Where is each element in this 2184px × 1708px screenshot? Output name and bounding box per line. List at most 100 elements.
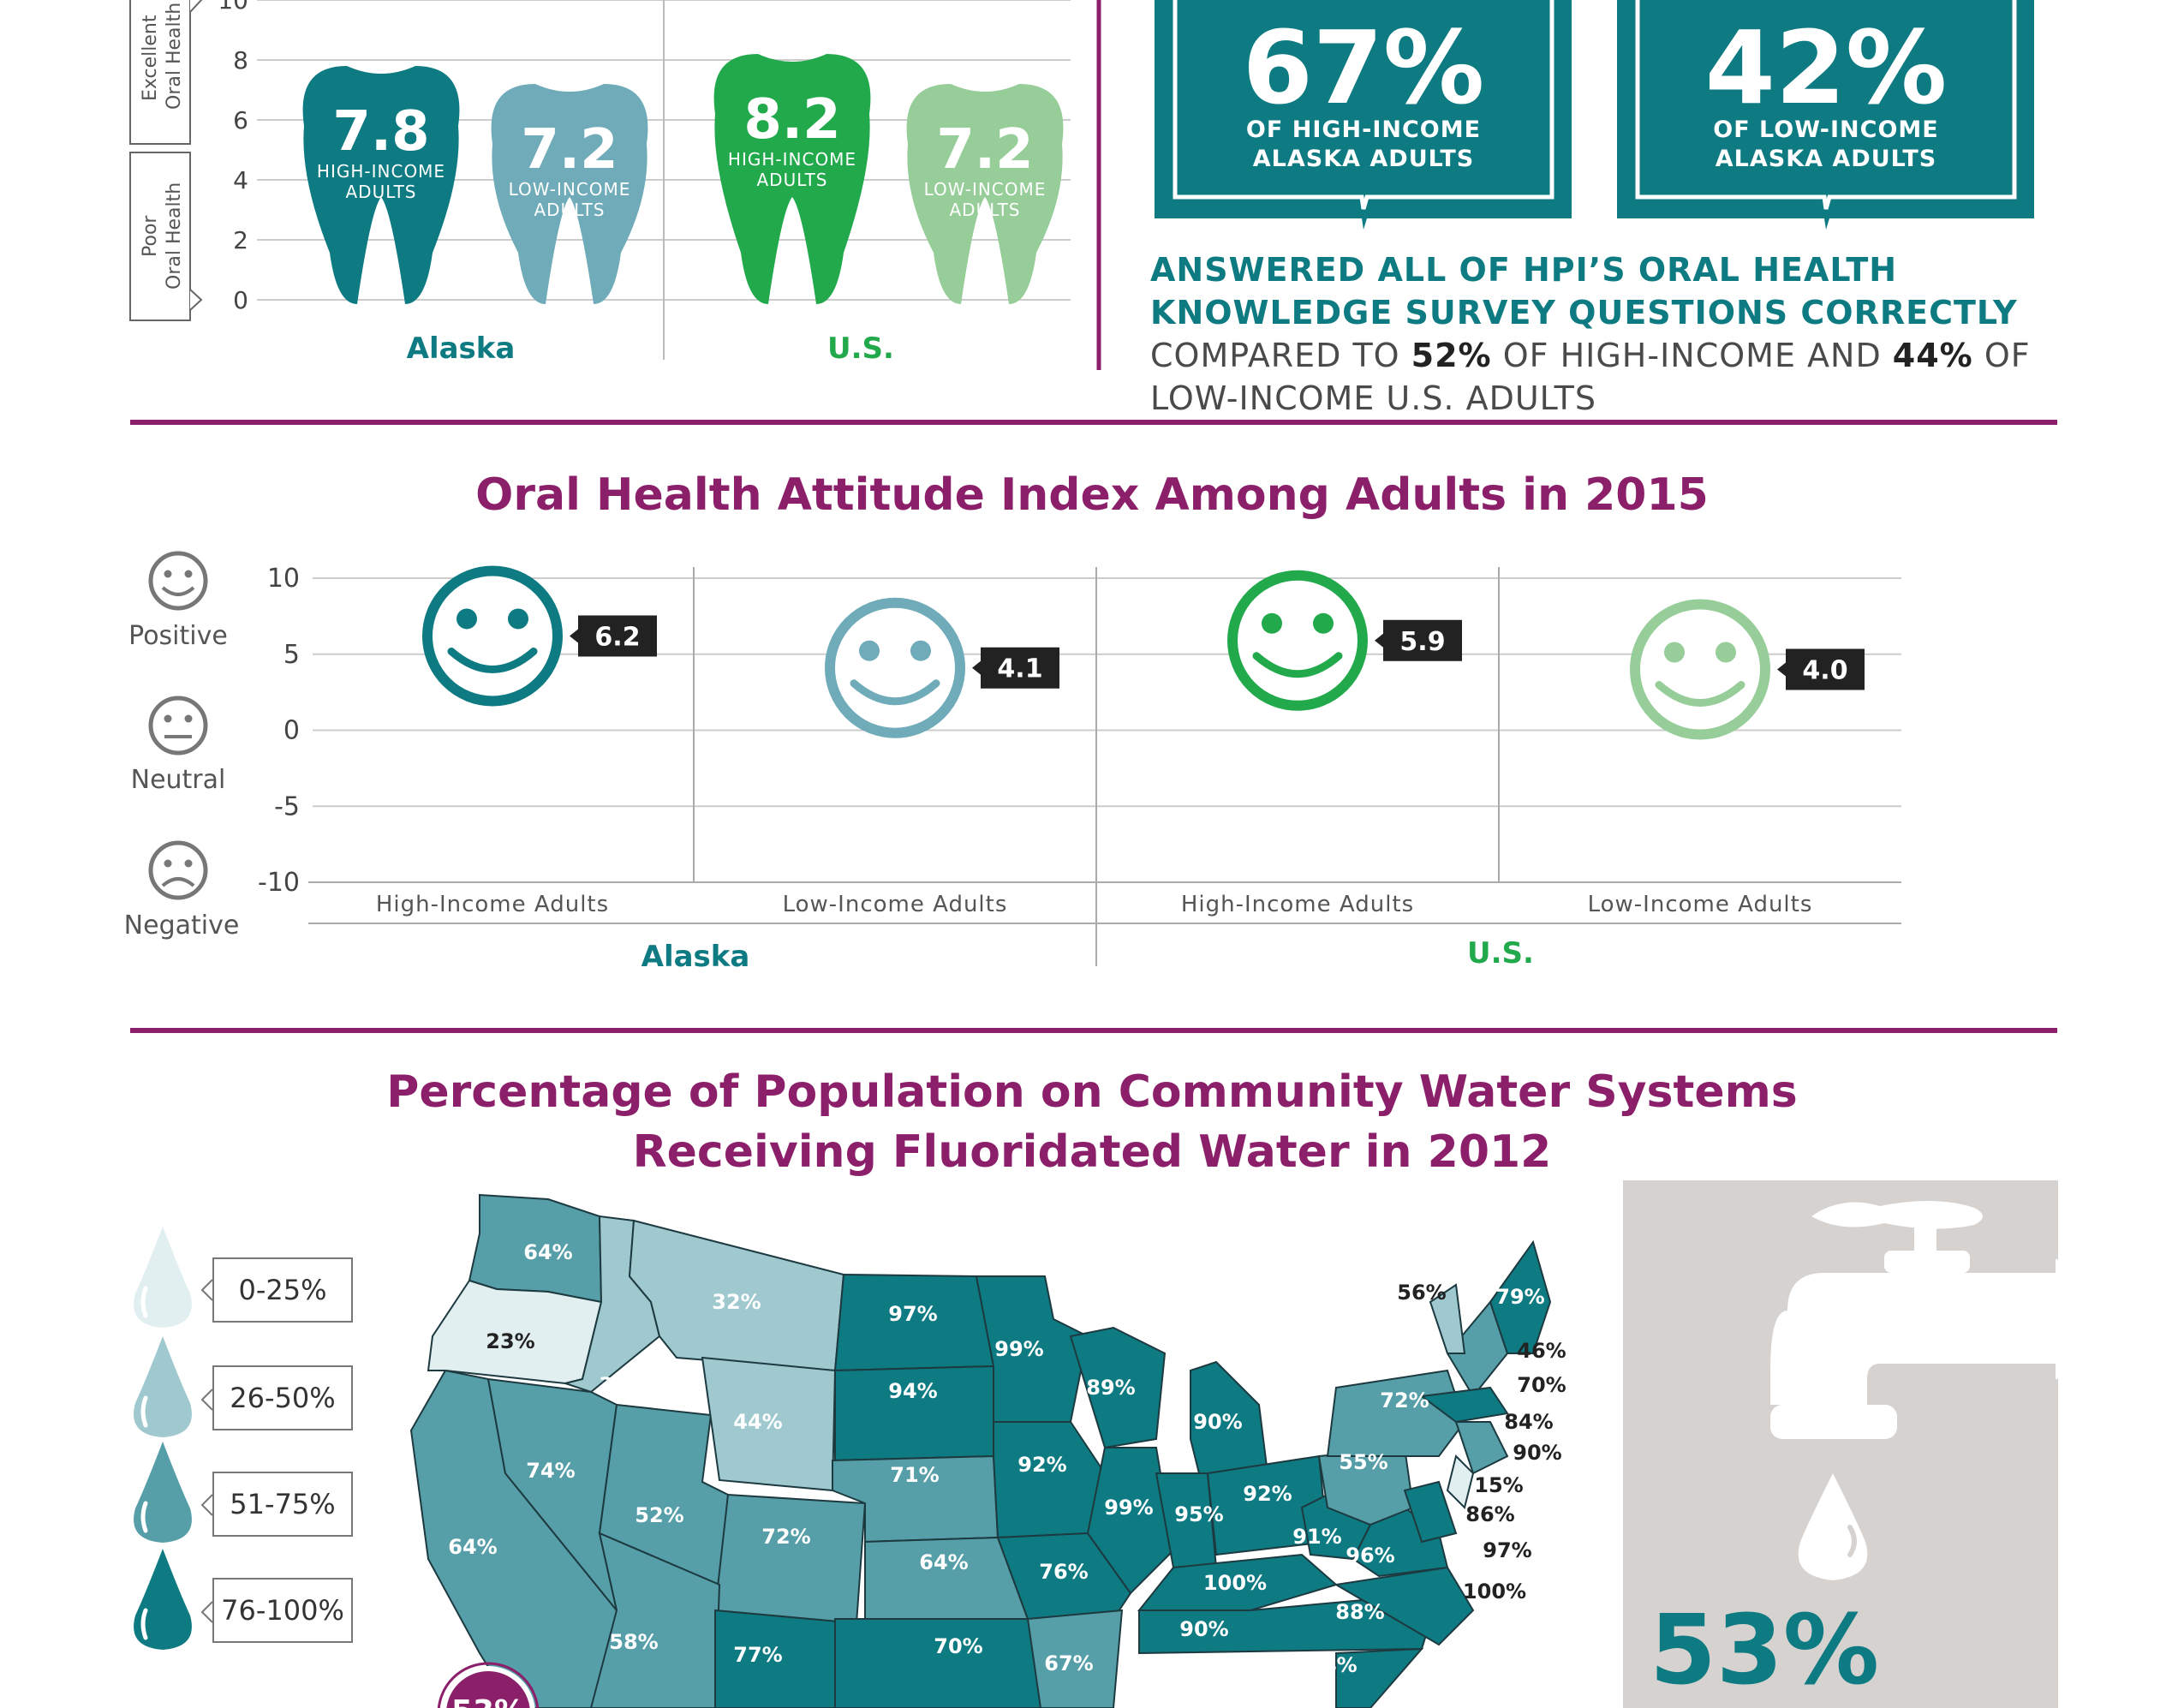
book-low-pct: 42%: [1705, 9, 1947, 127]
legend-drop-icon: [134, 1549, 213, 1650]
oral-health-status-chart: Excellent Oral Health Poor Oral Health 0…: [129, 0, 1071, 366]
book-high-line1: OF HIGH-INCOME: [1246, 116, 1481, 143]
water-drop-icon: [1798, 1473, 1868, 1580]
state-shape: [1086, 1447, 1175, 1595]
state-value-label: 100%: [1203, 1571, 1267, 1595]
alaska-badge: 53%: [437, 1662, 540, 1708]
state-value-label: 92%: [1017, 1453, 1066, 1477]
state-value-label: 58%: [609, 1630, 658, 1654]
value-callout: [1777, 648, 1865, 690]
legend-pointer: [200, 1279, 213, 1301]
state-value-label: 64%: [448, 1535, 497, 1559]
tooth-sub-label-2: ADULTS: [534, 200, 605, 220]
knowledge-statement-highlight: ANSWERED ALL OF HPI’S ORAL HEALTH KNOWLE…: [1150, 251, 2018, 331]
state-shape: [996, 1532, 1132, 1620]
state-value-label: 70%: [934, 1634, 982, 1658]
attitude-tick-label: 5: [283, 640, 300, 670]
value-callout: [570, 615, 657, 657]
smiley-eye: [1664, 642, 1685, 663]
smiley-eye: [910, 640, 931, 661]
section-divider-1: [130, 420, 2057, 425]
poor-label-1: Poor: [140, 215, 161, 257]
smiley-mouth: [850, 679, 940, 706]
state-value-label: 72%: [1380, 1388, 1429, 1412]
face-label-positive: Positive: [128, 621, 228, 651]
legend-label-26-50: 26-50%: [212, 1365, 353, 1430]
legend-label-51-75: 51-75%: [212, 1472, 353, 1537]
section-divider-2: [130, 1028, 2057, 1033]
knowledge-statement-part3: OF HIGH-INCOME AND: [1491, 337, 1893, 374]
tooth-shape: [713, 54, 871, 304]
smiley-face-icon: [1227, 570, 1368, 711]
attitude-category-label: Low-Income Adults: [783, 892, 1008, 917]
state-value-label: 44%: [733, 1410, 782, 1434]
attitude-tick-label: -5: [274, 791, 300, 821]
attitude-points: 6.2 4.1 5.9 4.0: [422, 565, 1865, 740]
legend-drop-icon: [134, 1227, 213, 1328]
tap-panel: 53%: [1623, 1180, 2066, 1708]
water-legend: [134, 1227, 213, 1650]
legend-drop-highlight: [140, 1286, 148, 1318]
attitude-y-ticks: 10 5 0 -5 -10: [258, 564, 300, 898]
legend-drop-icon: [134, 1336, 213, 1437]
attitude-category-label: High-Income Adults: [376, 892, 609, 917]
state-value-label: 90%: [1179, 1617, 1228, 1641]
book-low-line1: OF LOW-INCOME: [1713, 116, 1939, 143]
tooth-tick-label: 10: [218, 0, 248, 15]
legend-pointer: [200, 1494, 213, 1516]
state-value-label: 97%: [888, 1302, 937, 1326]
legend-pointer: [200, 1388, 213, 1411]
state-value-label: 100%: [1463, 1580, 1526, 1603]
tooth-sub-label-1: HIGH-INCOME: [728, 149, 856, 170]
knowledge-statement: ANSWERED ALL OF HPI’S ORAL HEALTH KNOWLE…: [1150, 248, 2109, 420]
state-shape: [1419, 1386, 1509, 1424]
state-shape: [1454, 1421, 1509, 1475]
state-value-label: 55%: [1339, 1450, 1387, 1474]
tooth-shape: [906, 84, 1064, 304]
state-shape: [834, 1618, 1042, 1708]
state-value-label: 97%: [1483, 1538, 1531, 1562]
smiley-eye: [859, 640, 880, 661]
face-label-neutral: Neutral: [131, 765, 226, 795]
legend-drop-shape: [134, 1549, 192, 1650]
attitude-category-label: High-Income Adults: [1181, 892, 1414, 917]
state-value-label: 56%: [1397, 1281, 1446, 1305]
state-value-label: 64%: [919, 1550, 968, 1574]
state-shape: [589, 1532, 721, 1708]
legend-drop-shape: [134, 1442, 192, 1543]
legend-drop-highlight: [140, 1608, 148, 1640]
smiley-eye: [1313, 612, 1334, 634]
state-shape: [713, 1493, 867, 1625]
state-value-label: 70%: [1517, 1373, 1566, 1397]
state-value-label: 95%: [1174, 1502, 1223, 1526]
attitude-index-chart: Positive Neutral Negative 10 5 0 -5 -10 High…: [124, 551, 1901, 974]
state-shape: [1489, 1239, 1552, 1354]
attitude-column-dividers: [693, 567, 1500, 966]
value-callout: [1375, 619, 1462, 661]
attitude-gridlines: [308, 577, 1901, 924]
attitude-point: 6.2: [422, 565, 657, 707]
state-value-label: 64%: [523, 1240, 572, 1264]
excellent-label-1: Excellent: [140, 15, 161, 101]
smiley-eye: [1716, 642, 1736, 663]
book-high-pct: 67%: [1243, 9, 1484, 127]
legend-drop-highlight: [140, 1501, 148, 1533]
faucet-icon: [1770, 1200, 2066, 1439]
state-value-label: 91%: [1292, 1525, 1341, 1549]
state-shape: [1137, 1553, 1339, 1611]
state-value-label: 46%: [1517, 1339, 1566, 1363]
attitude-value-label: 5.9: [1399, 627, 1445, 657]
book-high-income: 67% OF HIGH-INCOME ALASKA ADULTS: [1155, 0, 1572, 230]
legend-label-76-100: 76-100%: [212, 1578, 353, 1643]
state-value-label: 23%: [486, 1329, 534, 1353]
state-shape: [1403, 1480, 1458, 1544]
attitude-point: 5.9: [1227, 570, 1462, 711]
knowledge-pct-high: 52%: [1411, 337, 1492, 374]
attitude-point: 4.0: [1630, 599, 1865, 740]
knowledge-statement-part4: OF LOW-INCOME U.S. ADULTS: [1150, 337, 2031, 417]
state-value-label: 71%: [890, 1463, 939, 1487]
smiley-mouth: [1252, 652, 1343, 678]
attitude-group-alaska: Alaska: [641, 940, 750, 974]
